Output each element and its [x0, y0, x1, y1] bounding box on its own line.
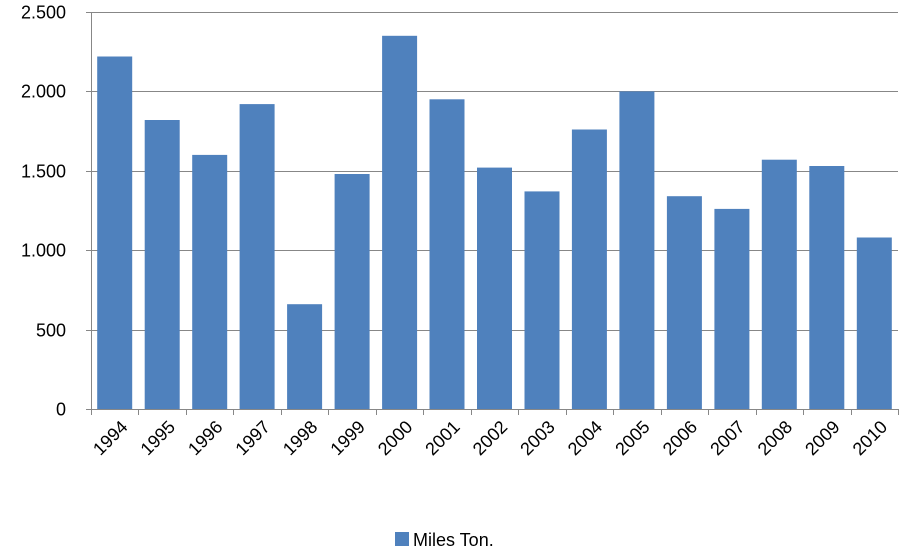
x-tick-label: 2000: [374, 417, 416, 459]
x-tick-label: 2002: [469, 417, 511, 459]
axes: [86, 12, 899, 415]
x-tick-label: 2001: [421, 417, 463, 459]
x-tick-label: 2009: [801, 417, 843, 459]
bar: [382, 35, 418, 410]
x-tick-label: 1994: [89, 417, 131, 459]
x-tick-label: 2006: [659, 417, 701, 459]
x-tick-label: 2004: [564, 417, 606, 459]
x-tick-label: 2003: [516, 417, 558, 459]
x-tick-label: 1997: [231, 417, 273, 459]
bars: [97, 35, 892, 410]
bar: [429, 99, 465, 410]
bar: [666, 196, 702, 409]
y-axis-tick-labels: 0 500 1.000 1.500 2.000 2.500: [21, 3, 66, 420]
y-tick-label: 1.500: [21, 162, 66, 182]
y-tick-label: 2.000: [21, 82, 66, 102]
bar: [287, 304, 323, 409]
x-tick-label: 2010: [849, 417, 891, 459]
bar: [714, 208, 750, 409]
bar: [97, 56, 133, 409]
legend-swatch: [395, 532, 409, 546]
x-tick-label: 1999: [326, 417, 368, 459]
y-tick-label: 1.000: [21, 241, 66, 261]
bar: [477, 167, 512, 409]
y-tick-label: 500: [36, 321, 66, 341]
x-tick-label: 2007: [706, 417, 748, 459]
x-tick-label: 1995: [137, 417, 179, 459]
bar: [144, 120, 180, 409]
bar: [571, 129, 607, 409]
bar: [809, 166, 845, 409]
x-tick-label: 1998: [279, 417, 321, 459]
legend: Miles Ton.: [395, 530, 494, 550]
bar: [761, 159, 797, 409]
x-axis-tick-labels: 1994 1995 1996 1997 1998 1999 2000 2001 2002 2003…: [89, 417, 891, 459]
x-tick-label: 2008: [754, 417, 796, 459]
bar: [334, 174, 370, 409]
bar: [619, 91, 655, 410]
bar: [524, 191, 560, 409]
bar: [856, 237, 892, 409]
bar: [192, 154, 228, 409]
legend-label: Miles Ton.: [413, 530, 494, 550]
x-tick-label: 2005: [611, 417, 653, 459]
y-tick-label: 0: [56, 400, 66, 420]
y-tick-label: 2.500: [21, 3, 66, 23]
x-tick-label: 1996: [184, 417, 226, 459]
bar: [239, 104, 275, 409]
